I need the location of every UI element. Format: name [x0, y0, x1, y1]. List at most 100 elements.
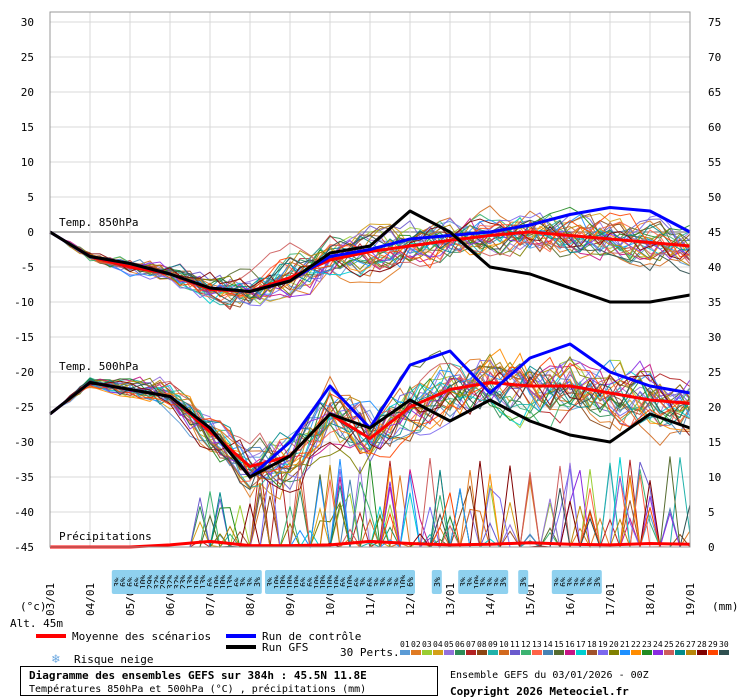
right-tick-label: 60 — [708, 121, 721, 134]
member-swatch — [620, 650, 630, 655]
snow-risk-label: 3% — [586, 577, 595, 587]
snow-risk-label: 6% — [119, 577, 128, 587]
member-swatch — [576, 650, 586, 655]
member-line — [49, 356, 691, 478]
chart-subtitle: Températures 850hPa et 500hPa (°C) , pré… — [29, 684, 367, 695]
member-number: 22 — [631, 640, 641, 649]
snow-risk-label: 6% — [306, 577, 315, 587]
snow-risk-label: 10% — [326, 575, 335, 590]
right-tick-label: 55 — [708, 156, 721, 169]
snow-risk-label: 6% — [126, 577, 135, 587]
member-swatch — [664, 650, 674, 655]
right-tick-label: 0 — [708, 541, 715, 554]
series-line-precip — [50, 539, 691, 549]
snow-risk-cell — [518, 570, 529, 594]
snow-risk-label: 3% — [593, 577, 602, 587]
member-number: 14 — [543, 640, 553, 649]
right-tick-label: 5 — [708, 506, 715, 519]
snow-risk-label: 6% — [406, 577, 415, 587]
snow-risk-label: 10% — [473, 575, 482, 590]
right-tick-label: 10 — [708, 471, 721, 484]
member-number: 18 — [587, 640, 597, 649]
member-line — [49, 360, 691, 475]
right-tick-label: 25 — [708, 366, 721, 379]
member-swatch — [642, 650, 652, 655]
member-swatch — [433, 650, 443, 655]
legend-gfs-label: Run GFS — [262, 641, 308, 654]
left-tick-label: 15 — [21, 121, 34, 134]
member-swatch — [400, 650, 410, 655]
member-swatch — [499, 650, 509, 655]
snow-risk-cell — [405, 570, 415, 594]
snow-risk-label: 3% — [459, 577, 468, 587]
member-number: 30 — [719, 640, 729, 649]
snow-risk-label: 10% — [346, 575, 355, 590]
snowflake-icon: ❄ — [51, 652, 60, 667]
right-tick-label: 20 — [708, 401, 721, 414]
snow-risk-label: 10% — [273, 575, 282, 590]
snow-risk-label: 10% — [139, 575, 148, 590]
member-swatch — [697, 650, 707, 655]
member-swatch — [565, 650, 575, 655]
snow-risk-label: 10% — [219, 575, 228, 590]
left-tick-label: -25 — [14, 401, 34, 414]
snow-risk-label: 3% — [479, 577, 488, 587]
series-line-850 — [49, 209, 691, 304]
right-tick-label: 30 — [708, 331, 721, 344]
left-tick-label: -20 — [14, 366, 34, 379]
member-number: 29 — [708, 640, 718, 649]
left-tick-label: -10 — [14, 296, 34, 309]
member-number: 09 — [488, 640, 498, 649]
x-date-label: 19/01 — [684, 583, 697, 616]
footer-box: Diagramme des ensembles GEFS sur 384h : … — [20, 666, 438, 696]
left-tick-label: 25 — [21, 51, 34, 64]
chart-grid — [49, 12, 691, 548]
series-line-500 — [49, 381, 691, 479]
member-number: 16 — [565, 640, 575, 649]
snow-risk-label: 13% — [199, 575, 208, 590]
member-swatch — [587, 650, 597, 655]
main-lines — [49, 206, 691, 549]
snow-risk-label: 10% — [213, 575, 222, 590]
snow-risk-label: 10% — [333, 575, 342, 590]
snow-risk-label: 6% — [559, 577, 568, 587]
left-tick-label: -35 — [14, 471, 34, 484]
left-tick-label: -30 — [14, 436, 34, 449]
plot-frame — [49, 11, 691, 548]
member-number: 02 — [411, 640, 421, 649]
member-number: 26 — [675, 640, 685, 649]
legend-mean-label: Moyenne des scénarios — [72, 630, 211, 643]
x-date-label: 18/01 — [644, 583, 657, 616]
member-number: 11 — [510, 640, 520, 649]
left-unit-label: (°c) — [20, 600, 47, 613]
left-tick-label: 10 — [21, 156, 34, 169]
snow-risk-label: 10% — [319, 575, 328, 590]
member-swatch — [521, 650, 531, 655]
snow-risk-label: 3% — [466, 577, 475, 587]
snow-risk-label: 23% — [179, 575, 188, 590]
snow-risk-label: 13% — [186, 575, 195, 590]
run-info: Ensemble GEFS du 03/01/2026 - 00Z — [450, 670, 649, 681]
left-tick-label: -40 — [14, 506, 34, 519]
left-tick-label: 0 — [27, 226, 34, 239]
snow-risk-label: 3% — [433, 577, 442, 587]
snow-risk-label: 3% — [266, 577, 275, 587]
member-number: 20 — [609, 640, 619, 649]
x-date-label: 03/01 — [44, 583, 57, 616]
snow-risk-label: 32% — [166, 575, 175, 590]
snow-risk-label: 6% — [133, 577, 142, 587]
member-number: 28 — [697, 640, 707, 649]
member-swatch — [719, 650, 729, 655]
member-swatch — [631, 650, 641, 655]
snow-risk-label: 10% — [293, 575, 302, 590]
member-number: 23 — [642, 640, 652, 649]
member-number: 25 — [664, 640, 674, 649]
right-tick-label: 40 — [708, 261, 721, 274]
member-number: 01 — [400, 640, 410, 649]
snow-risk-label: 3% — [359, 577, 368, 587]
member-swatch — [543, 650, 553, 655]
x-date-label: 13/01 — [444, 583, 457, 616]
snow-risk-label: 6% — [206, 577, 215, 587]
